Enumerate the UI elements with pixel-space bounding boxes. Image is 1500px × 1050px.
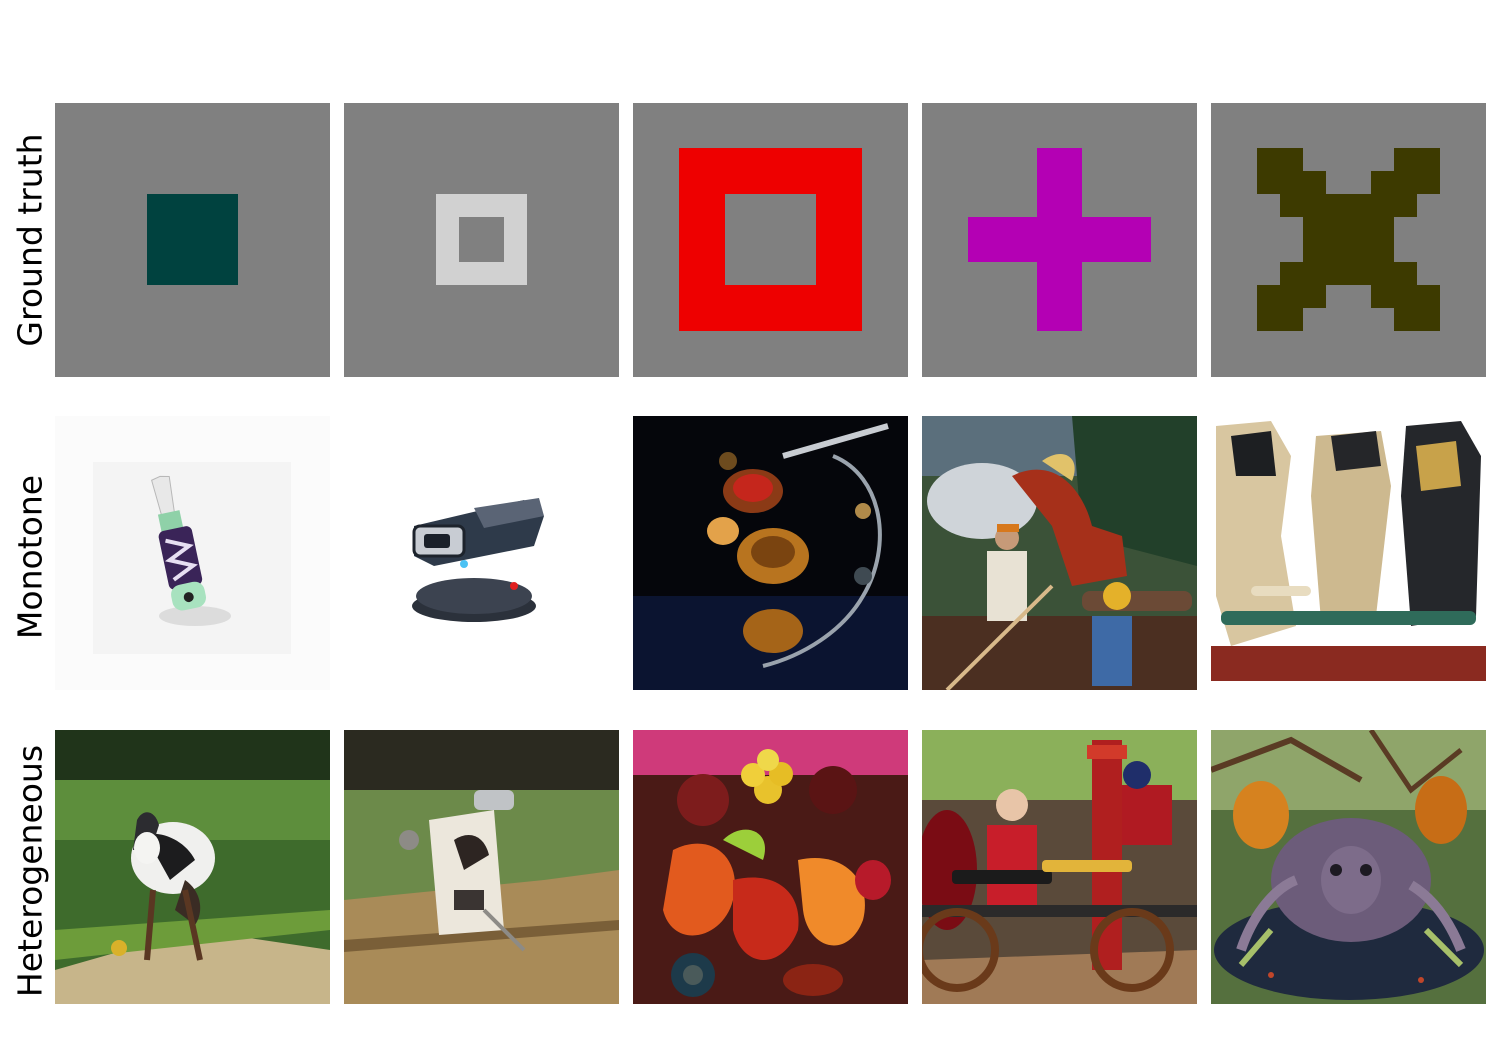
heterogeneous-image-1 xyxy=(55,730,330,1004)
row-label-heterogeneous: Heterogeneous xyxy=(10,744,50,998)
monotone-image-3 xyxy=(633,416,908,690)
ground-truth-tile-3 xyxy=(633,103,908,377)
ground-truth-tile-1 xyxy=(55,103,330,377)
row-label-ground-truth: Ground truth xyxy=(10,133,50,347)
hollow-square-small-shape xyxy=(436,194,527,285)
ground-truth-tile-2 xyxy=(344,103,619,377)
plus-shape xyxy=(968,148,1151,331)
heterogeneous-image-5 xyxy=(1211,730,1486,1004)
heterogeneous-image-3 xyxy=(633,730,908,1004)
hollow-square-large-shape xyxy=(679,148,862,331)
x-cross-shape xyxy=(1257,148,1440,331)
heterogeneous-image-4 xyxy=(922,730,1197,1004)
ground-truth-tile-4 xyxy=(922,103,1197,377)
monotone-image-2 xyxy=(344,416,619,690)
ground-truth-tile-5 xyxy=(1211,103,1486,377)
monotone-image-4 xyxy=(922,416,1197,690)
heterogeneous-image-2 xyxy=(344,730,619,1004)
monotone-image-5 xyxy=(1211,416,1486,690)
monotone-image-1 xyxy=(55,416,330,690)
row-label-monotone: Monotone xyxy=(10,474,50,640)
solid-square-shape xyxy=(147,194,238,285)
